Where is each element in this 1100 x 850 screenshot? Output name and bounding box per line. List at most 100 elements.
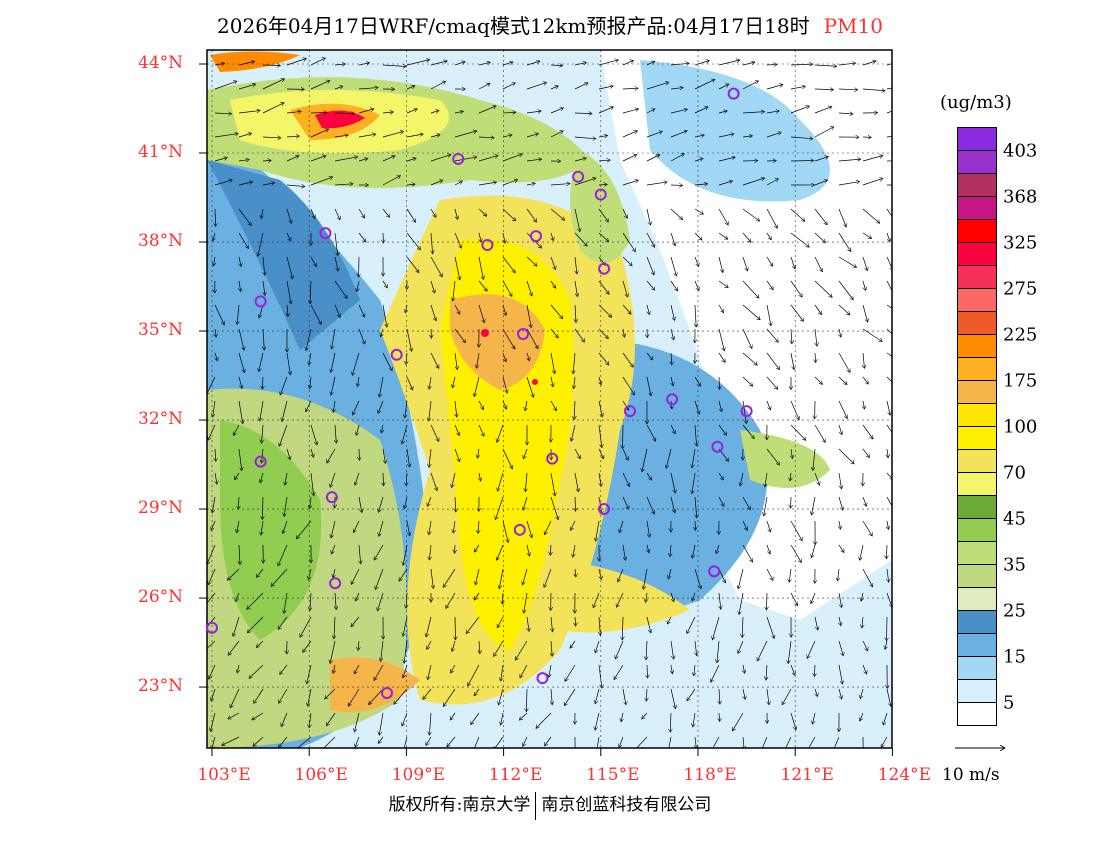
wind-arrow xyxy=(502,328,515,349)
wind-arrow xyxy=(647,304,649,315)
wind-arrow xyxy=(502,352,506,362)
wind-arrow xyxy=(310,424,317,445)
wind-arrow xyxy=(808,736,816,748)
variable-label: PM10 xyxy=(823,14,883,38)
wind-arrow xyxy=(862,520,873,536)
wind-arrow xyxy=(310,376,311,389)
wind-arrow xyxy=(670,208,683,220)
wind-arrow xyxy=(757,640,768,661)
wind-arrow xyxy=(478,520,479,533)
wind-arrow xyxy=(286,136,299,137)
wind-arrow xyxy=(551,688,552,705)
wind-arrow xyxy=(790,256,795,269)
wind-arrow xyxy=(885,640,887,649)
wind-arrow xyxy=(278,688,288,703)
wind-arrow xyxy=(430,134,440,137)
wind-arrow xyxy=(886,592,892,607)
wind-arrow xyxy=(214,63,225,65)
wind-arrow xyxy=(374,664,384,680)
wind-arrow xyxy=(279,736,288,748)
wind-arrow xyxy=(474,688,480,696)
colorbar-label: 275 xyxy=(1003,278,1038,300)
wind-arrow xyxy=(718,134,734,138)
wind-arrow xyxy=(862,89,885,91)
wind-arrow xyxy=(471,712,480,725)
wind-arrow xyxy=(598,664,602,688)
wind-arrow xyxy=(333,400,335,412)
wind-arrow xyxy=(838,496,843,510)
wind-arrow xyxy=(351,616,360,627)
wind-arrow xyxy=(687,688,696,701)
wind-arrow xyxy=(477,352,480,368)
wind-arrow xyxy=(782,688,792,705)
wind-arrow xyxy=(598,304,612,317)
wind-arrow xyxy=(526,208,537,222)
wind-arrow xyxy=(550,400,557,411)
wind-arrow xyxy=(430,280,435,293)
wind-arrow xyxy=(214,113,232,114)
wind-arrow xyxy=(495,496,504,520)
wind-arrow xyxy=(815,328,817,346)
wind-arrow xyxy=(526,111,541,113)
wind-arrow xyxy=(742,400,746,424)
lat-label: 35°N xyxy=(138,320,184,341)
lat-label: 44°N xyxy=(138,53,184,73)
wind-arrow xyxy=(454,111,463,113)
wind-arrow xyxy=(886,400,890,415)
wind-arrow xyxy=(550,328,558,338)
wind-arrow xyxy=(766,544,770,554)
wind-arrow xyxy=(293,736,312,748)
wind-arrow xyxy=(711,664,720,682)
wind-arrow xyxy=(260,472,264,483)
wind-arrow xyxy=(886,376,892,383)
wind-arrow xyxy=(213,256,215,266)
wind-arrow xyxy=(238,182,253,186)
colorbar xyxy=(957,127,997,726)
wind-arrow xyxy=(549,664,551,677)
wind-arrow xyxy=(479,472,481,481)
wind-arrow xyxy=(309,352,311,365)
wind-arrow xyxy=(430,424,439,441)
wind-arrow xyxy=(595,688,600,704)
wind-arrow xyxy=(406,208,416,222)
wind-arrow xyxy=(636,736,648,748)
wind-arrow xyxy=(646,376,651,396)
wind-arrow xyxy=(479,232,481,242)
wind-arrow xyxy=(670,256,676,276)
wind-arrow xyxy=(405,304,407,313)
wind-arrow xyxy=(598,424,602,448)
wind-arrow xyxy=(742,112,765,113)
wind-arrow xyxy=(740,472,744,486)
wind-arrow xyxy=(838,448,854,464)
wind-arrow xyxy=(838,424,842,435)
wind-arrow xyxy=(258,232,264,256)
wind-arrow xyxy=(599,616,600,635)
wind-arrow xyxy=(211,520,216,530)
colorbar-cell xyxy=(958,381,996,404)
wind-arrow xyxy=(394,688,408,704)
station-marker xyxy=(708,565,721,578)
wind-arrow xyxy=(574,376,575,389)
wind-arrow xyxy=(862,328,882,342)
wind-arrow xyxy=(814,256,822,272)
lon-label: 112°E xyxy=(488,765,543,785)
wind-arrow xyxy=(208,568,216,585)
wind-arrow xyxy=(838,376,847,385)
colorbar-label: 70 xyxy=(1003,462,1026,484)
wind-arrow xyxy=(453,280,456,301)
wind-arrow xyxy=(815,352,816,363)
wind-arrow xyxy=(452,472,456,488)
wind-arrow xyxy=(618,568,624,582)
wind-arrow xyxy=(694,400,699,414)
wind-arrow xyxy=(310,208,315,219)
wind-arrow xyxy=(766,280,773,290)
wind-arrow xyxy=(430,568,433,588)
wind-arrow xyxy=(646,472,652,480)
wind-arrow xyxy=(887,568,889,582)
station-marker xyxy=(594,188,607,201)
station-marker xyxy=(517,327,530,340)
wind-arrow xyxy=(551,616,553,632)
axis-ticks xyxy=(199,63,893,756)
lon-label: 118°E xyxy=(683,765,737,785)
